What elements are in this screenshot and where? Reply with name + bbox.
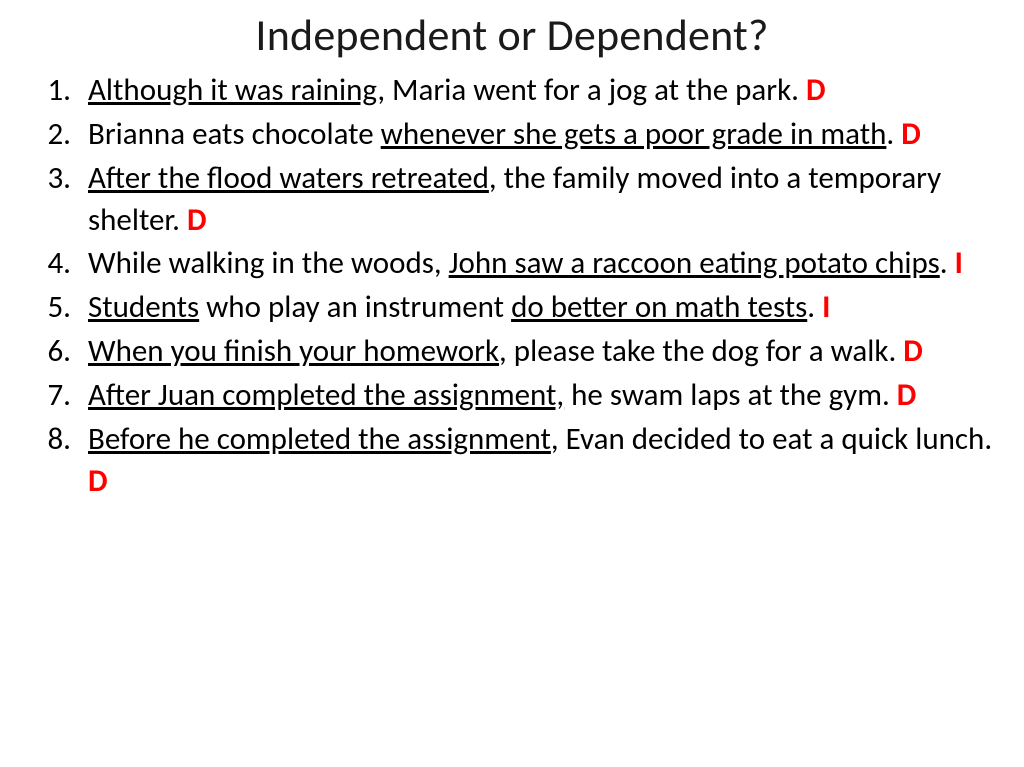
answer-label: D bbox=[187, 201, 207, 239]
sentence-segment: Students bbox=[88, 288, 199, 326]
answer-label: I bbox=[822, 288, 830, 326]
sentence-segment: . bbox=[886, 115, 901, 153]
list-item: Before he completed the assignment, Evan… bbox=[78, 419, 1004, 503]
answer-label: D bbox=[806, 71, 826, 109]
slide-title: Independent or Dependent? bbox=[20, 8, 1004, 62]
answer-label: D bbox=[897, 376, 917, 414]
slide: Independent or Dependent? Although it wa… bbox=[0, 0, 1024, 767]
list-item: After Juan completed the assignment, he … bbox=[78, 375, 1004, 417]
sentence-segment: , please take the dog for a walk. bbox=[499, 332, 903, 370]
sentence-segment: After the flood waters retreated bbox=[88, 159, 489, 197]
sentence-segment: Before he completed the assignment bbox=[88, 420, 551, 458]
sentence-segment: , Maria went for a jog at the park. bbox=[377, 71, 806, 109]
list-item: When you finish your homework, please ta… bbox=[78, 331, 1004, 373]
sentence-segment: . bbox=[940, 244, 955, 282]
sentence-segment: Brianna eats chocolate bbox=[88, 115, 381, 153]
sentence-segment: When you finish your homework bbox=[88, 332, 499, 370]
question-list: Although it was raining, Maria went for … bbox=[20, 70, 1004, 502]
list-item: Students who play an instrument do bette… bbox=[78, 287, 1004, 329]
list-item: While walking in the woods, John saw a r… bbox=[78, 243, 1004, 285]
sentence-segment: who play an instrument bbox=[199, 288, 511, 326]
sentence-segment: whenever she gets a poor grade in math bbox=[381, 115, 887, 153]
list-item: After the flood waters retreated, the fa… bbox=[78, 158, 1004, 242]
sentence-segment: he swam laps at the gym. bbox=[564, 376, 897, 414]
sentence-segment: Although it was raining bbox=[88, 71, 377, 109]
answer-label: I bbox=[955, 244, 963, 282]
list-item: Although it was raining, Maria went for … bbox=[78, 70, 1004, 112]
list-item: Brianna eats chocolate whenever she gets… bbox=[78, 114, 1004, 156]
sentence-segment: After Juan completed the assignment, bbox=[88, 376, 564, 414]
sentence-segment: do better on math tests bbox=[511, 288, 807, 326]
answer-label: D bbox=[88, 462, 108, 500]
answer-label: D bbox=[901, 115, 921, 153]
sentence-segment: John saw a raccoon eating potato chips bbox=[449, 244, 940, 282]
sentence-segment: . bbox=[807, 288, 822, 326]
sentence-segment: While walking in the woods, bbox=[88, 244, 449, 282]
answer-label: D bbox=[903, 332, 923, 370]
sentence-segment: , Evan decided to eat a quick lunch. bbox=[551, 420, 992, 458]
